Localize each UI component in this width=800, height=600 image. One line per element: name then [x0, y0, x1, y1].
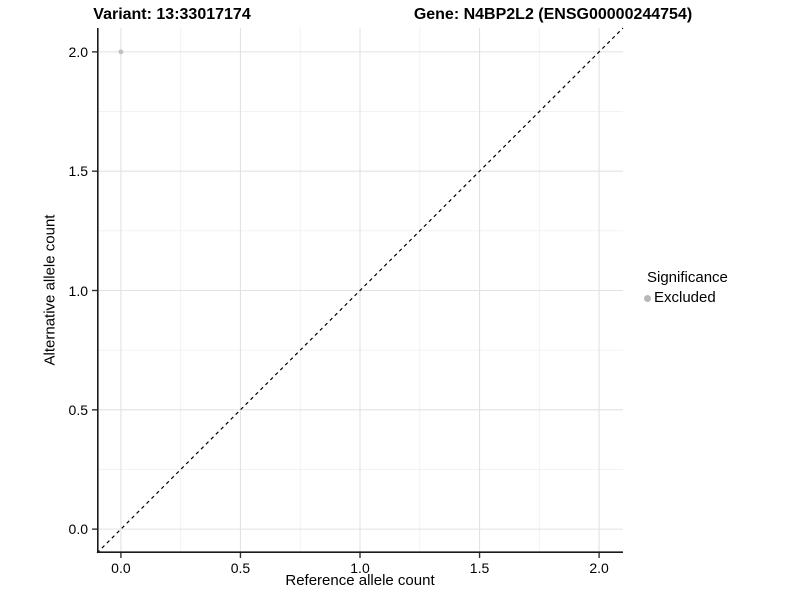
x-tick-label: 2.0	[589, 560, 609, 576]
legend-key-box	[640, 291, 654, 305]
data-point-excluded	[118, 49, 124, 55]
y-tick-label: 0.5	[68, 401, 88, 418]
y-tick-label: 2.0	[68, 43, 88, 60]
y-tick-label: 1.0	[68, 282, 88, 299]
x-tick-label: 1.5	[469, 560, 490, 576]
legend: Significance Excluded	[640, 269, 728, 306]
x-axis-title: Reference allele count	[285, 572, 435, 589]
y-tick-label: 1.5	[68, 163, 88, 180]
legend-title: Significance	[647, 269, 728, 286]
variant-title: Variant: 13:33017174	[93, 6, 251, 23]
y-axis-title: Alternative allele count	[41, 214, 59, 366]
excluded-point-icon	[643, 294, 651, 302]
scatter-plot-area	[92, 27, 624, 558]
legend-item-label: Excluded	[654, 289, 716, 306]
y-tick-label: 0.0	[68, 521, 88, 538]
legend-item-excluded: Excluded	[640, 290, 728, 306]
identity-dashed-line	[96, 27, 624, 554]
plot-panel	[92, 27, 624, 558]
x-tick-label: 0.0	[111, 560, 131, 576]
x-tick-label: 0.5	[230, 560, 251, 576]
gene-title: Gene: N4BP2L2 (ENSG00000244754)	[413, 6, 693, 23]
x-tick-label: 1.0	[350, 560, 370, 576]
